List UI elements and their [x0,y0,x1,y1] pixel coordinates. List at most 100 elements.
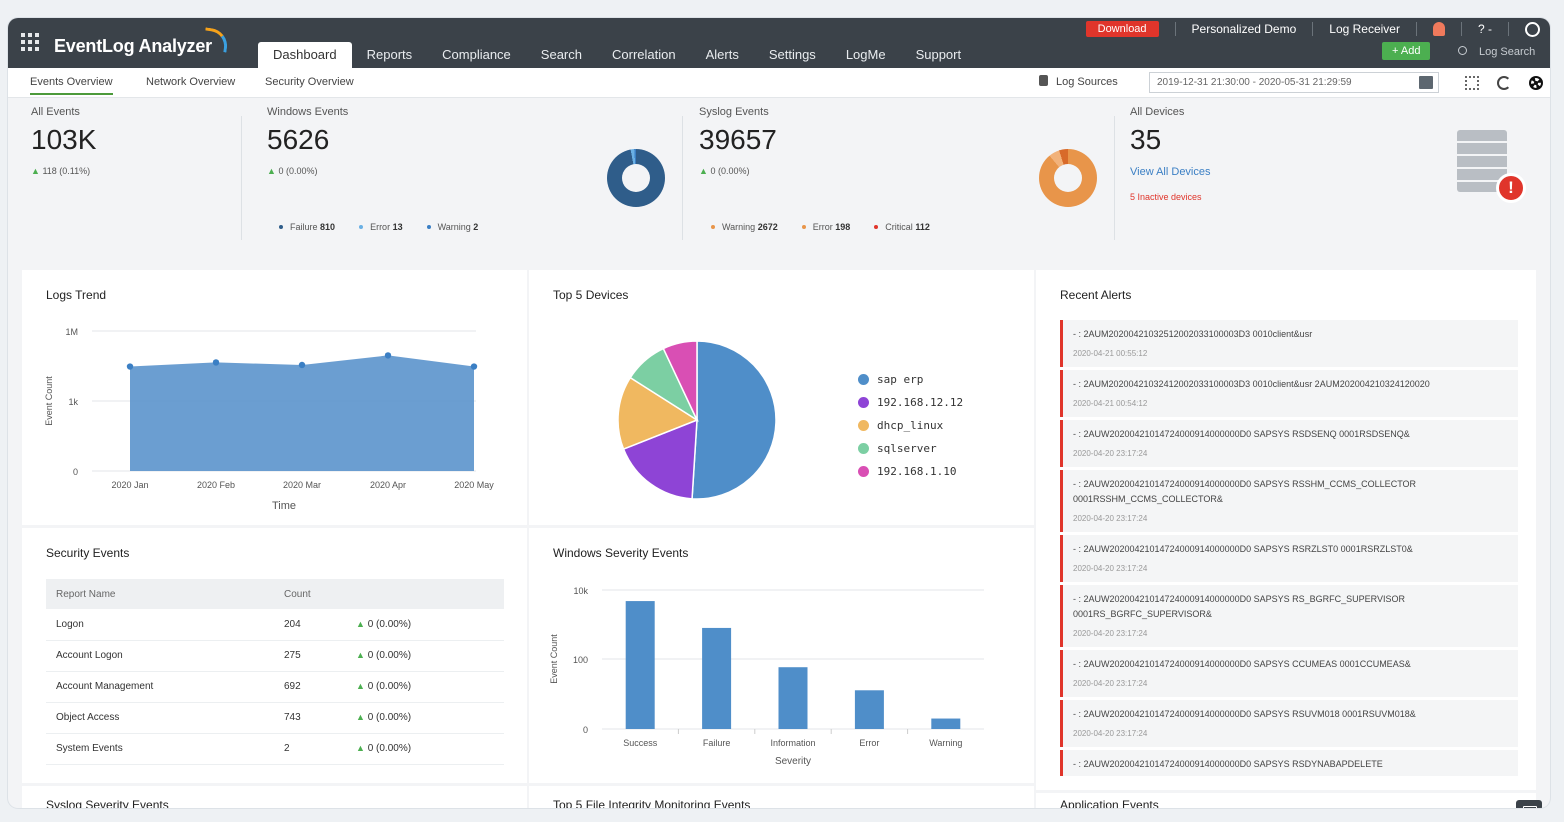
alert-text: - : 2AUW20200421014724000914000000D0 SAP… [1073,544,1413,554]
windows-events-delta-text: 0 (0.00%) [278,166,318,176]
up-arrow-icon: ▲ [699,166,708,176]
tab-compliance[interactable]: Compliance [442,47,511,62]
personalized-demo-link[interactable]: Personalized Demo [1191,22,1297,36]
help-menu[interactable]: ? - [1477,22,1492,36]
windows-events-value: 5626 [267,124,330,155]
legend-label: Error [370,222,391,232]
syslog-legend: Warning 2672 Error 198 Critical 112 [711,222,930,232]
legend-value: 2672 [757,222,778,232]
delta-text: 0 (0.00%) [367,712,412,723]
date-range-picker[interactable]: 2019-12-31 21:30:00 - 2020-05-31 21:29:5… [1149,72,1439,93]
report-name[interactable]: Account Logon [46,640,274,672]
table-row[interactable]: Account Logon 275 ▲ 0 (0.00%) [46,640,504,672]
column-header[interactable]: Count [274,579,346,609]
database-icon [1039,75,1048,86]
alert-text: - : 2AUW20200421014724000914000000D0 SAP… [1073,429,1410,439]
delta: ▲ 0 (0.00%) [346,609,504,641]
delta-text: 0 (0.00%) [367,618,412,630]
table-row[interactable]: Object Access 743 ▲ 0 (0.00%) [46,702,504,734]
tab-search[interactable]: Search [540,47,582,62]
summary-strip: All Events 103K ▲ 118 (0.11%) Windows Ev… [22,106,1550,266]
subtab-events-overview[interactable]: Events Overview [30,76,113,95]
alert-timestamp: 2020-04-21 00:54:12 [1073,399,1148,408]
tab-dashboard[interactable]: Dashboard [258,42,352,68]
windows-events-stat[interactable]: Windows Events 5626 ▲ 0 (0.00%) [267,106,348,176]
tab-reports[interactable]: Reports [366,47,413,62]
tab-logme[interactable]: LogMe [845,47,886,62]
legend-item: Error 13 [359,222,403,232]
syslog-events-label: Syslog Events [699,106,769,118]
table-row[interactable]: System Events 2 ▲ 0 (0.00%) [46,733,504,765]
refresh-icon[interactable] [1497,76,1511,90]
syslog-donut-chart[interactable] [1039,149,1097,207]
legend-item: Warning 2 [426,222,478,232]
windows-donut-chart[interactable] [607,149,665,207]
fullscreen-icon[interactable] [1465,76,1479,90]
up-arrow-icon: ▲ [267,166,276,176]
up-arrow-icon: ▲ [356,681,365,691]
legend-item[interactable]: sap erp [858,368,963,391]
list-item[interactable]: - : 2AUM20200421032512002033100003D3 001… [1060,320,1518,367]
alert-timestamp: 2020-04-20 23:17:24 [1073,729,1148,738]
top-right-links: Download Personalized Demo Log Receiver … [1085,21,1540,37]
syslog-events-stat[interactable]: Syslog Events 39657 ▲ 0 (0.00%) [699,106,777,176]
legend-label: Critical [885,222,913,232]
chat-icon[interactable] [1516,800,1542,808]
column-header[interactable]: Report Name [46,579,274,609]
legend-value: 112 [915,222,930,232]
list-item[interactable]: - : 2AUW20200421014724000914000000D0 SAP… [1060,420,1518,467]
log-sources-label: Log Sources [1056,76,1118,88]
table-row[interactable]: Account Management 692 ▲ 0 (0.00%) [46,671,504,703]
legend-item[interactable]: dhcp_linux [858,414,963,437]
all-events-stat[interactable]: All Events 103K ▲ 118 (0.11%) [31,106,96,176]
log-sources-button[interactable]: Log Sources [1039,75,1118,88]
tab-correlation[interactable]: Correlation [612,47,676,62]
report-name[interactable]: Account Management [46,671,274,703]
legend-swatch [858,374,869,385]
app-window: EventLog Analyzer Dashboard Reports Comp… [8,18,1550,808]
divider [1508,22,1509,36]
subtab-network-overview[interactable]: Network Overview [146,76,236,88]
settings-gear-icon[interactable] [1531,78,1541,88]
list-item[interactable]: - : 2AUW20200421014724000914000000D0 SAP… [1060,470,1518,532]
calendar-icon[interactable] [1419,76,1433,89]
all-devices-stat[interactable]: All Devices 35 View All Devices 5 Inacti… [1130,106,1211,202]
legend-item[interactable]: 192.168.12.12 [858,391,963,414]
list-item[interactable]: - : 2AUW20200421014724000914000000D0 SAP… [1060,535,1518,582]
inactive-devices-link[interactable]: 5 Inactive devices [1130,192,1202,202]
list-item[interactable]: - : 2AUW20200421014724000914000000D0 SAP… [1060,585,1518,647]
tab-alerts[interactable]: Alerts [705,47,739,62]
legend-label: Warning [437,222,471,232]
syslog-events-delta: ▲ 0 (0.00%) [699,166,777,176]
alert-text: - : 2AUW20200421014724000914000000D0 SAP… [1073,594,1406,619]
fim-events-panel [529,786,1034,808]
legend-item[interactable]: 192.168.1.10 [858,460,963,483]
download-button[interactable]: Download [1085,21,1159,37]
legend-swatch [858,443,869,454]
log-search-input[interactable]: Log Search [1450,42,1550,62]
count: 204 [274,609,346,641]
report-name[interactable]: System Events [46,733,274,765]
tab-support[interactable]: Support [915,47,962,62]
top-bar: EventLog Analyzer Dashboard Reports Comp… [8,18,1550,68]
list-item[interactable]: - : 2AUW20200421014724000914000000D0 SAP… [1060,650,1518,697]
view-all-devices-link[interactable]: View All Devices [1130,166,1211,178]
list-item[interactable]: - : 2AUW20200421014724000914000000D0 SAP… [1060,700,1518,747]
notification-bell-icon[interactable] [1432,22,1445,36]
subtab-security-overview[interactable]: Security Overview [265,76,354,88]
count: 743 [274,702,346,734]
report-name[interactable]: Object Access [46,702,274,734]
tab-settings[interactable]: Settings [768,47,816,62]
apps-grid-icon[interactable] [21,33,39,51]
legend-item[interactable]: sqlserver [858,437,963,460]
windows-events-label: Windows Events [267,106,349,118]
list-item[interactable]: - : 2AUW20200421014724000914000000D0 SAP… [1060,750,1518,776]
list-item[interactable]: - : 2AUM20200421032412002033100003D3 001… [1060,370,1518,417]
user-account-icon[interactable] [1525,21,1540,37]
add-button[interactable]: + Add [1382,42,1431,60]
log-receiver-link[interactable]: Log Receiver [1329,22,1400,36]
date-range-value: 2019-12-31 21:30:00 - 2020-05-31 21:29:5… [1157,77,1352,88]
report-name[interactable]: Logon [46,609,274,641]
legend-dot [359,225,364,229]
table-row[interactable]: Logon 204 ▲ 0 (0.00%) [46,609,504,641]
